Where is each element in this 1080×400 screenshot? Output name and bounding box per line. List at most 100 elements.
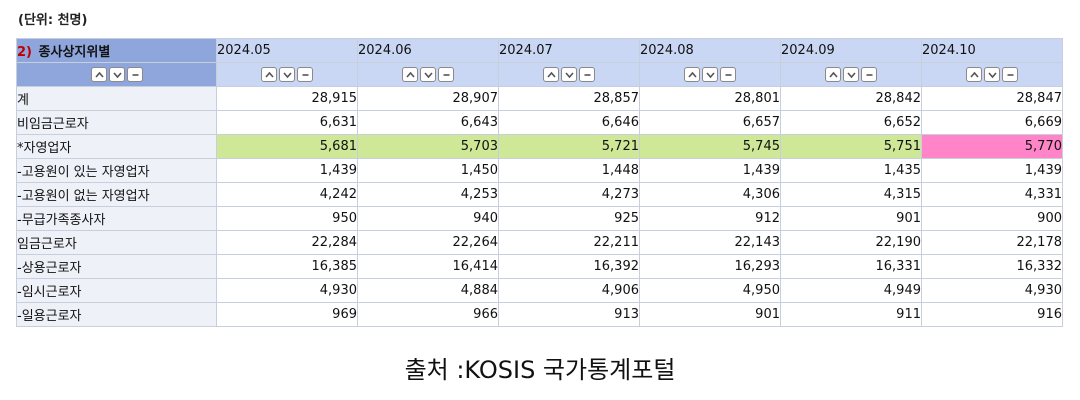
table-cell: 4,253 xyxy=(357,182,499,207)
sort-down-button[interactable] xyxy=(108,67,125,82)
table-cell: 900 xyxy=(921,206,1063,231)
table-row: -일용근로자 969 966 913 901 911 916 xyxy=(16,302,1063,327)
table-cell: 969 xyxy=(216,302,358,327)
table-cell: 16,385 xyxy=(216,254,358,279)
table-cell: 5,681 xyxy=(216,134,358,159)
period-header: 2024.07 xyxy=(498,38,640,63)
table-cell: 22,190 xyxy=(780,230,922,255)
period-controls xyxy=(498,62,640,87)
sort-up-button[interactable] xyxy=(966,67,982,82)
row-label: -임시근로자 xyxy=(16,278,217,303)
sort-down-button[interactable] xyxy=(843,67,859,82)
period-controls xyxy=(921,62,1063,87)
table-cell: 4,273 xyxy=(498,182,640,207)
row-label: 임금근로자 xyxy=(16,230,217,255)
table-cell: 28,847 xyxy=(921,86,1063,111)
table-cell: 4,315 xyxy=(780,182,922,207)
table-cell: 1,439 xyxy=(921,158,1063,183)
row-dimension-header: 2) 종사상지위별 xyxy=(16,38,217,63)
collapse-button[interactable] xyxy=(861,67,877,82)
table-cell: 5,751 xyxy=(780,134,922,159)
table-cell: 28,801 xyxy=(639,86,781,111)
period-controls xyxy=(216,62,358,87)
table-cell: 28,842 xyxy=(780,86,922,111)
table-cell: 901 xyxy=(780,206,922,231)
collapse-button[interactable] xyxy=(720,67,736,82)
table-cell: 912 xyxy=(639,206,781,231)
collapse-button[interactable] xyxy=(126,67,143,82)
table-row: -상용근로자 16,385 16,414 16,392 16,293 16,331 16,3… xyxy=(16,254,1063,279)
table-cell: 901 xyxy=(639,302,781,327)
table-row: -고용원이 있는 자영업자 1,439 1,450 1,448 1,439 1,435 1,… xyxy=(16,158,1063,183)
table-row: -고용원이 없는 자영업자 4,242 4,253 4,273 4,306 4,315 4,… xyxy=(16,182,1063,207)
table-cell: 28,915 xyxy=(216,86,358,111)
table-cell: 28,857 xyxy=(498,86,640,111)
table-row: 계 28,915 28,907 28,857 28,801 28,842 28,847 xyxy=(16,86,1063,111)
sort-up-button[interactable] xyxy=(543,67,559,82)
table-cell: 916 xyxy=(921,302,1063,327)
table-row: -무급가족종사자 950 940 925 912 901 900 xyxy=(16,206,1063,231)
control-row xyxy=(16,62,1063,87)
row-label: 비임금근로자 xyxy=(16,110,217,135)
table-cell: 22,264 xyxy=(357,230,499,255)
table-cell: 4,930 xyxy=(216,278,358,303)
collapse-button[interactable] xyxy=(1002,67,1018,82)
period-header: 2024.06 xyxy=(357,38,499,63)
table-cell: 1,435 xyxy=(780,158,922,183)
table-cell: 4,242 xyxy=(216,182,358,207)
table-cell: 16,331 xyxy=(780,254,922,279)
table-cell: 6,669 xyxy=(921,110,1063,135)
table-row: 비임금근로자 6,631 6,643 6,646 6,657 6,652 6,669 xyxy=(16,110,1063,135)
row-label: *자영업자 xyxy=(16,134,217,159)
table-cell: 6,646 xyxy=(498,110,640,135)
table-cell: 22,211 xyxy=(498,230,640,255)
table-cell: 4,906 xyxy=(498,278,640,303)
sort-down-button[interactable] xyxy=(561,67,577,82)
table-cell: 1,448 xyxy=(498,158,640,183)
table-cell: 6,631 xyxy=(216,110,358,135)
sort-down-button[interactable] xyxy=(420,67,436,82)
collapse-button[interactable] xyxy=(579,67,595,82)
period-header: 2024.05 xyxy=(216,38,358,63)
collapse-button[interactable] xyxy=(297,67,313,82)
sort-up-button[interactable] xyxy=(825,67,841,82)
sort-up-button[interactable] xyxy=(90,67,107,82)
period-controls xyxy=(357,62,499,87)
table-cell: 16,392 xyxy=(498,254,640,279)
sort-down-button[interactable] xyxy=(279,67,295,82)
table-row: 임금근로자 22,284 22,264 22,211 22,143 22,190 22,17… xyxy=(16,230,1063,255)
table-cell: 950 xyxy=(216,206,358,231)
row-label: 계 xyxy=(16,86,217,111)
table-row: *자영업자 5,681 5,703 5,721 5,745 5,751 5,770 xyxy=(16,134,1063,159)
table-cell: 6,643 xyxy=(357,110,499,135)
table-cell: 1,450 xyxy=(357,158,499,183)
sort-down-button[interactable] xyxy=(702,67,718,82)
row-label: -무급가족종사자 xyxy=(16,206,217,231)
table-cell: 5,745 xyxy=(639,134,781,159)
table-cell: 925 xyxy=(498,206,640,231)
table-cell: 5,770 xyxy=(921,134,1063,159)
source-caption: 출처 :KOSIS 국가통계포털 xyxy=(404,356,676,384)
dimension-controls xyxy=(16,62,217,87)
table-cell: 16,293 xyxy=(639,254,781,279)
table-cell: 4,306 xyxy=(639,182,781,207)
collapse-button[interactable] xyxy=(438,67,454,82)
table-body: 계 28,915 28,907 28,857 28,801 28,842 28,847 비임금… xyxy=(16,86,1063,327)
sort-down-button[interactable] xyxy=(984,67,1000,82)
period-controls xyxy=(639,62,781,87)
table-cell: 4,949 xyxy=(780,278,922,303)
sort-up-button[interactable] xyxy=(684,67,700,82)
sort-up-button[interactable] xyxy=(261,67,277,82)
table-cell: 22,143 xyxy=(639,230,781,255)
table-cell: 5,703 xyxy=(357,134,499,159)
table-cell: 1,439 xyxy=(216,158,358,183)
table-cell: 16,332 xyxy=(921,254,1063,279)
table-cell: 4,884 xyxy=(357,278,499,303)
table-cell: 4,331 xyxy=(921,182,1063,207)
period-header: 2024.08 xyxy=(639,38,781,63)
period-header: 2024.09 xyxy=(780,38,922,63)
table-cell: 4,930 xyxy=(921,278,1063,303)
header-row: 2) 종사상지위별 2024.05 2024.06 2024.07 2024.0… xyxy=(16,38,1063,63)
unit-label: (단위: 천명) xyxy=(18,13,88,28)
sort-up-button[interactable] xyxy=(402,67,418,82)
